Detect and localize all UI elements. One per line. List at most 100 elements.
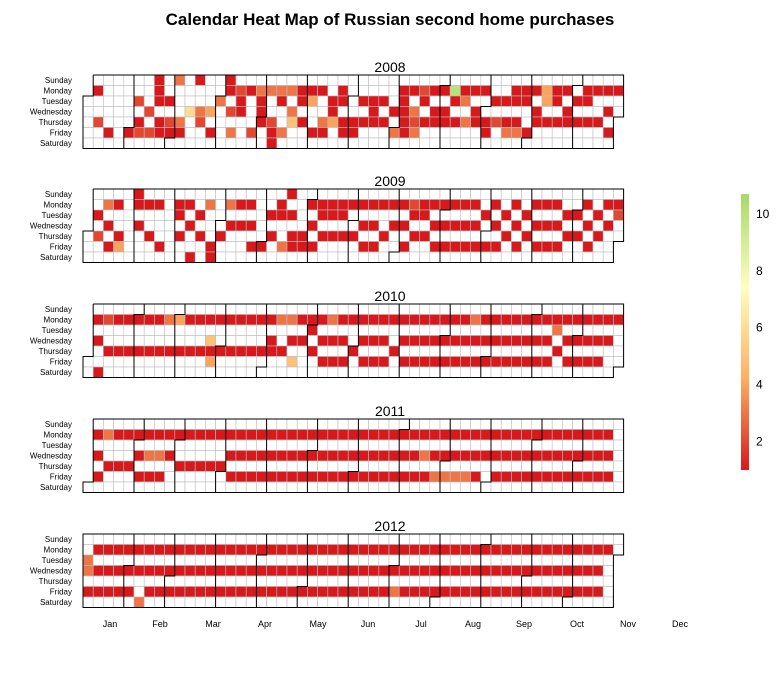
day-cell [276,335,288,347]
day-cell [429,418,441,430]
day-cell [92,188,104,200]
day-cell [337,471,349,483]
day-cell [256,116,267,128]
day-cell [521,586,533,598]
day-cell [490,230,502,242]
day-cell [205,127,216,139]
day-cell [429,303,441,315]
day-label: Monday [44,87,72,96]
day-cell [154,429,165,441]
day-cell [511,439,522,451]
day-cell [592,241,604,253]
day-cell [307,565,318,577]
day-cell [317,241,329,253]
day-cell [174,586,186,598]
day-cell [164,74,176,86]
day-cell [521,74,533,86]
day-cell [460,199,471,211]
day-cell [419,345,431,357]
day-cell [286,95,298,107]
day-cell [143,314,155,326]
day-cell [143,429,155,441]
day-cell [194,95,206,107]
day-cell [613,209,624,221]
day-cell [133,199,145,211]
day-cell [307,460,318,472]
day-cell [449,544,461,556]
day-cell [103,230,114,242]
day-cell [531,554,543,566]
day-cell [551,241,563,253]
day-cell [490,116,502,128]
day-cell [103,471,114,483]
day-cell [562,251,573,263]
year-border [82,188,625,263]
day-cell [511,335,522,347]
day-cell [551,209,563,221]
day-cell [205,95,216,107]
day-cell [143,418,155,430]
day-cell [235,116,247,128]
day-cell [225,554,237,566]
day-cell [164,596,176,608]
day-label: Monday [44,201,72,210]
day-cell [592,429,604,441]
day-cell [307,85,318,97]
day-cell [286,575,298,587]
day-cell [337,241,349,253]
day-cell [409,116,420,128]
day-cell [582,533,594,545]
day-cell [307,324,318,336]
day-cell [245,554,257,566]
day-cell [256,335,267,347]
day-cell [562,418,573,430]
day-cell [113,220,125,232]
day-cell [266,241,278,253]
day-cell [490,106,502,118]
day-cell [541,137,553,149]
day-cell [449,335,461,347]
day-cell [398,74,410,86]
day-cell [307,586,318,598]
day-cell [205,471,216,483]
day-cell [460,137,471,149]
day-cell [582,460,594,472]
day-cell [184,335,196,347]
day-cell [82,366,94,378]
day-cell [562,356,573,368]
day-cell [521,554,533,566]
day-cell [358,314,369,326]
day-cell [572,533,584,545]
month-label: Aug [465,619,481,629]
day-cell [439,106,451,118]
day-cell [337,481,349,493]
day-cell [215,575,227,587]
day-cell [388,303,400,315]
day-cell [480,188,492,200]
day-cell [419,356,431,368]
day-cell [103,575,114,587]
day-cell [439,188,451,200]
day-cell [347,366,359,378]
year-title: 2011 [375,403,405,419]
day-cell [143,335,155,347]
day-label: Thursday [39,577,72,586]
day-cell [541,74,553,86]
day-cell [123,565,135,577]
day-cell [562,575,573,587]
day-cell [133,366,145,378]
year-title: 2010 [374,288,405,304]
day-cell [480,575,492,587]
day-cell [409,345,420,357]
day-cell [205,439,216,451]
day-cell [398,127,410,139]
day-cell [470,429,482,441]
day-cell [460,324,471,336]
day-cell [358,450,369,462]
day-cell [582,481,594,493]
day-cell [572,127,584,139]
day-cell [541,460,553,472]
day-cell [307,450,318,462]
day-cell [215,460,227,472]
day-cell [541,439,553,451]
